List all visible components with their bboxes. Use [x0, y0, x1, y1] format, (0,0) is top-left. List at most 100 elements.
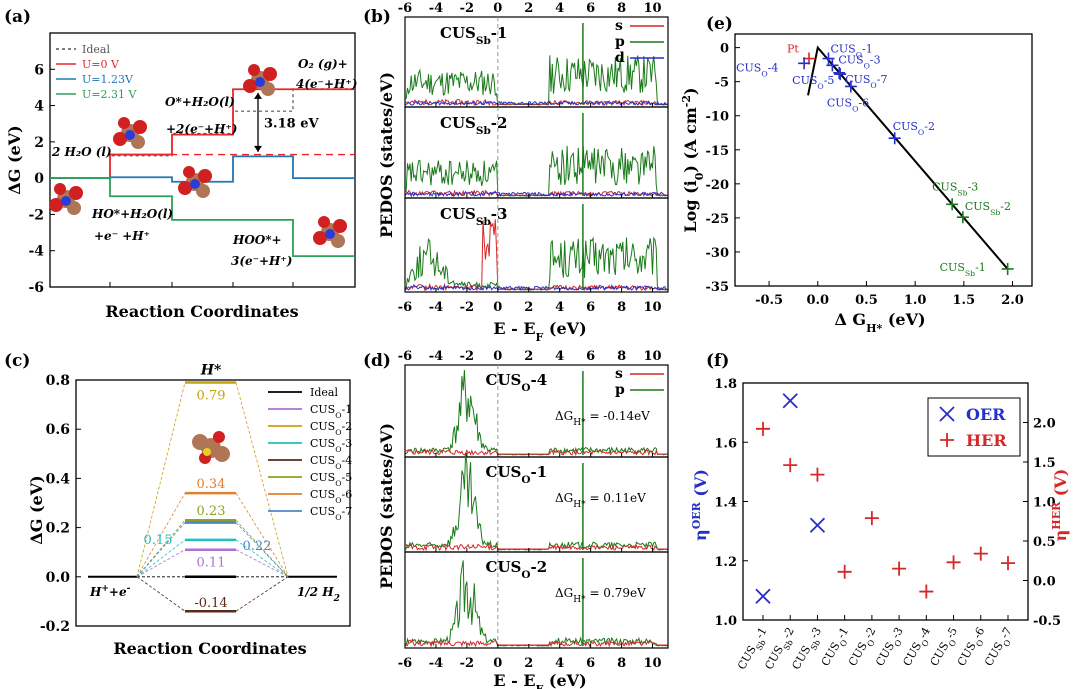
y-axis-label: PEDOS (states/eV): [377, 423, 396, 589]
annotation: +e⁻ +H⁺: [94, 229, 150, 243]
legend-label: CUSO-5: [310, 471, 352, 488]
point-label: Pt: [787, 43, 799, 56]
x-axis-label: E - EF (eV): [493, 671, 586, 689]
legend-label: s: [615, 18, 623, 34]
d-orbital-curve: [404, 100, 668, 106]
atom: [325, 229, 335, 239]
point-label: CUSO-3: [838, 53, 880, 69]
atom: [261, 82, 275, 96]
panel-e: (e) -0.5 0.0 0.5 1.0 1.5 2.0 0 -5 -10 -15 -20 -25 -30…: [680, 14, 1033, 335]
atom: [214, 446, 230, 462]
legend-label: Ideal: [82, 43, 110, 56]
x-tick-label: -6: [398, 300, 412, 315]
structure-image: [178, 166, 212, 198]
data-point: [755, 588, 771, 604]
x-tick-label: 0.0: [806, 293, 829, 308]
y-tick-label: -10: [706, 110, 730, 125]
x-tick-label: 6: [586, 349, 595, 364]
value-label: 0.79: [197, 388, 226, 403]
x-tick-label: -0.5: [755, 293, 783, 308]
point-label: CUSO-2: [893, 120, 935, 137]
y-tick-label-right: 1.5: [1033, 456, 1056, 471]
data-point: [837, 564, 852, 579]
x-axis-label: E - EF (eV): [493, 319, 586, 344]
legend-label: CUSO-6: [310, 488, 352, 505]
d-orbital-curve: [404, 190, 668, 198]
point-label: CUSSb-1: [940, 261, 986, 278]
plot-frame: [75, 379, 351, 627]
atom: [333, 219, 347, 233]
atom: [248, 64, 260, 76]
connector: [235, 519, 289, 578]
atom: [198, 169, 212, 183]
legend-label: s: [615, 366, 623, 382]
atom: [67, 201, 81, 215]
x-tick-label: 4: [555, 300, 564, 315]
data-point: [798, 57, 811, 70]
connector: [235, 382, 289, 577]
point-label: CUSSb-3: [932, 180, 978, 197]
volcano-line: [807, 45, 1009, 270]
atom: [263, 67, 277, 81]
legend-label: p: [615, 382, 625, 398]
data-point: [956, 211, 969, 224]
annotation: O₂ (g)+: [298, 57, 348, 71]
x-tick-label: 0: [493, 349, 502, 364]
data-point: [822, 52, 835, 65]
connector: [235, 539, 289, 578]
atom: [255, 77, 265, 87]
data-point: [973, 546, 988, 561]
x-tick-label: 10: [643, 656, 661, 671]
x-tick-label: 6: [586, 1, 595, 16]
x-tick-label: 2: [524, 300, 533, 315]
data-point: [833, 66, 846, 79]
y-tick-label: -6: [28, 280, 44, 296]
data-point: [946, 198, 959, 211]
left-label: H++e-: [89, 584, 131, 599]
x-tick-label: 10: [643, 300, 661, 315]
panel-label: (a): [4, 7, 31, 27]
annotation: +2(e⁻+H⁺): [166, 122, 237, 136]
panel-label: (b): [363, 7, 391, 27]
x-tick-label: -2: [460, 349, 474, 364]
panel-c: (c) -0.2 0.0 0.2 0.4 0.6 0.8 Reaction Coordinat…: [4, 351, 352, 658]
atom: [196, 184, 210, 198]
y-tick-label: -0.2: [40, 619, 70, 635]
atom: [190, 179, 200, 189]
x-tick-label: 10: [643, 349, 661, 364]
subplot-title: CUSO-4: [486, 371, 548, 394]
panel-label: (f): [706, 351, 729, 371]
y-axis-label-right: ηHER (V): [1050, 469, 1071, 542]
y-tick-label: 4: [34, 99, 44, 115]
s-orbital-curve: [404, 448, 668, 457]
x-tick-label: 8: [617, 300, 626, 315]
legend-label: U=1.23V: [82, 73, 134, 86]
legend-swatch: [939, 406, 955, 422]
y-tick-label-right: 1.0: [1033, 496, 1056, 511]
s-orbital-curve: [404, 543, 668, 552]
value-label: -0.14: [194, 596, 227, 611]
atom: [125, 130, 135, 140]
subplot-frame: [404, 197, 669, 293]
data-point: [946, 555, 961, 570]
point-label: CUSO-5: [792, 74, 834, 91]
x-tick-label: -4: [429, 1, 443, 16]
legend-swatch: [940, 433, 954, 447]
x-tick-label: 4: [555, 656, 564, 671]
annotation: O*+H₂O(l): [165, 95, 235, 109]
connector: [136, 539, 186, 578]
category-label: CUSO-7: [982, 625, 1018, 670]
arrow-head: [254, 145, 262, 152]
y-tick-label: -30: [706, 246, 730, 261]
legend-label: Ideal: [310, 386, 338, 399]
atom: [313, 231, 327, 245]
panel-label: (e): [706, 14, 733, 34]
annotation: HOO*+: [232, 233, 282, 247]
x-tick-label: 8: [617, 349, 626, 364]
connector: [235, 492, 289, 578]
atom: [54, 183, 66, 195]
x-axis-label: Δ GH* (eV): [834, 310, 925, 335]
y-tick-label: -35: [706, 280, 730, 295]
panel-b: (b) -6 -6 -4 -4 -2 -2 0 0 2 2 4 4 6 6 8 8 10 10 CUSSb-1 CUSS…: [363, 1, 669, 344]
x-tick-label: 2: [524, 656, 533, 671]
